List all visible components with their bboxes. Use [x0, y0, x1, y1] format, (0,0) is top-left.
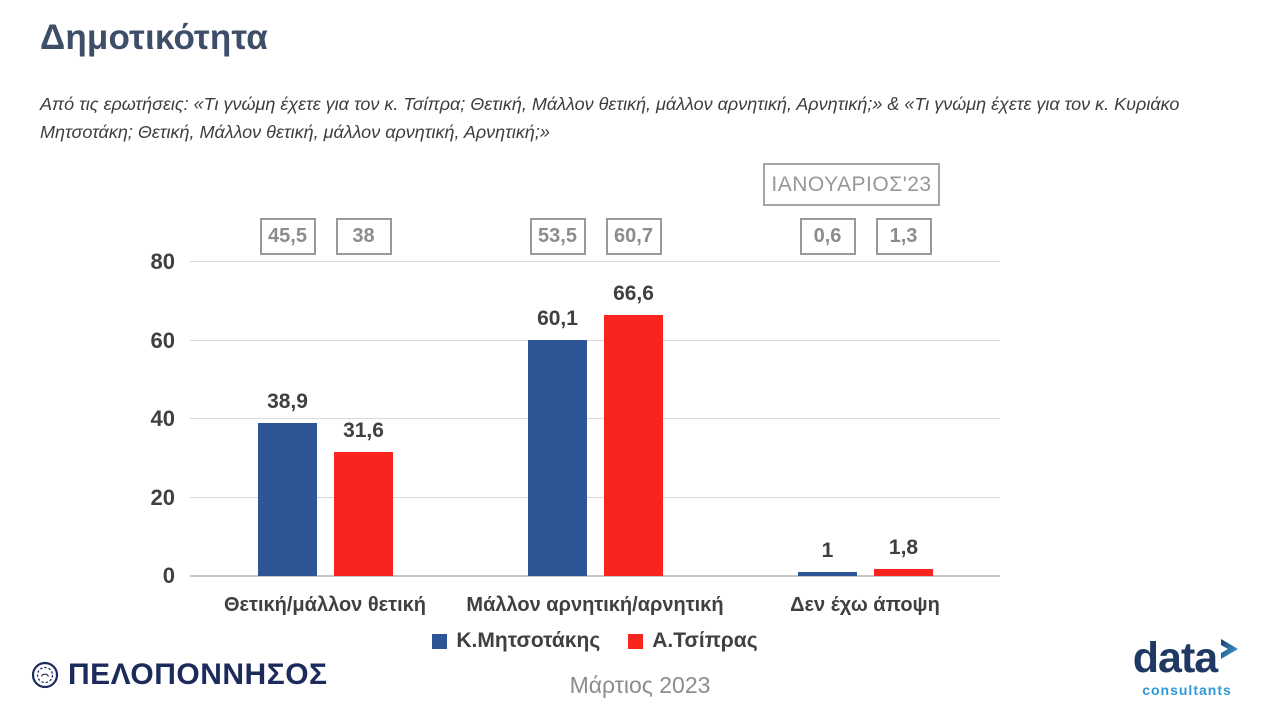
legend-label-tsipras: Α.Τσίπρας: [652, 629, 758, 652]
survey-date: Μάρτιος 2023: [569, 672, 711, 698]
y-tick-label: 0: [162, 563, 175, 588]
question-subtitle: Από τις ερωτήσεις: «Τι γνώμη έχετε για τ…: [40, 94, 1180, 143]
chart-legend: Κ.Μητσοτάκης Α.Τσίπρας: [190, 629, 1000, 653]
agency-logo: data consultants: [1112, 634, 1262, 699]
publisher-emblem-icon: [30, 660, 60, 690]
agency-name: data: [1132, 634, 1218, 682]
january-value-box: 0,6: [799, 218, 856, 255]
legend-swatch-tsipras: [628, 633, 644, 649]
y-tick-label: 40: [150, 406, 175, 431]
y-tick-label: 60: [150, 327, 175, 353]
x-category-label: Μάλλον αρνητική/αρνητική: [466, 594, 724, 616]
x-axis-line: [190, 575, 1000, 577]
january-value-box: 53,5: [529, 218, 586, 255]
bar-value-label: 66,6: [613, 281, 654, 305]
reference-period-box: ΙΑΝΟΥΑΡΙΟΣ'23: [763, 163, 940, 206]
january-value-box: 1,3: [875, 218, 932, 255]
january-value-box: 45,5: [259, 218, 316, 255]
legend-label-mitsotakis: Κ.Μητσοτάκης: [456, 629, 601, 652]
bar-tsipras: [874, 568, 933, 576]
bar-value-label: 38,9: [267, 390, 308, 414]
january-value-box: 60,7: [605, 218, 662, 255]
x-category-label: Θετική/μάλλον θετική: [223, 594, 427, 616]
bar-value-label: 31,6: [343, 418, 384, 442]
bar-value-label: 1: [821, 539, 834, 563]
bar-value-label: 60,1: [537, 307, 578, 331]
legend-item-mitsotakis: Κ.Μητσοτάκης: [432, 629, 600, 653]
legend-swatch-mitsotakis: [432, 633, 448, 649]
page-title: Δημοτικότητα: [40, 18, 269, 57]
agency-arrow-icon: [1219, 638, 1241, 662]
gridline: [190, 496, 1000, 498]
publisher-logo: ΠΕΛΟΠΟΝΝΗΣΟΣ: [30, 658, 328, 692]
bar-tsipras: [334, 451, 393, 576]
bar-mitsotakis: [258, 423, 317, 576]
bar-mitsotakis: [528, 340, 587, 576]
x-category-label: Δεν έχω άποψη: [790, 594, 940, 616]
bar-tsipras: [604, 314, 663, 576]
gridline: [190, 339, 1000, 341]
gridline: [190, 418, 1000, 419]
bar-value-label: 1,8: [888, 535, 919, 559]
reference-period-label: ΙΑΝΟΥΑΡΙΟΣ'23: [771, 172, 932, 196]
january-value-box: 38: [335, 218, 392, 255]
y-tick-label: 20: [150, 484, 175, 510]
publisher-name: ΠΕΛΟΠΟΝΝΗΣΟΣ: [68, 658, 328, 691]
y-tick-label: 80: [150, 249, 175, 274]
gridline: [190, 261, 1000, 262]
agency-tagline: consultants: [1142, 682, 1232, 699]
legend-item-tsipras: Α.Τσίπρας: [628, 629, 758, 653]
bar-mitsotakis: [798, 572, 857, 576]
